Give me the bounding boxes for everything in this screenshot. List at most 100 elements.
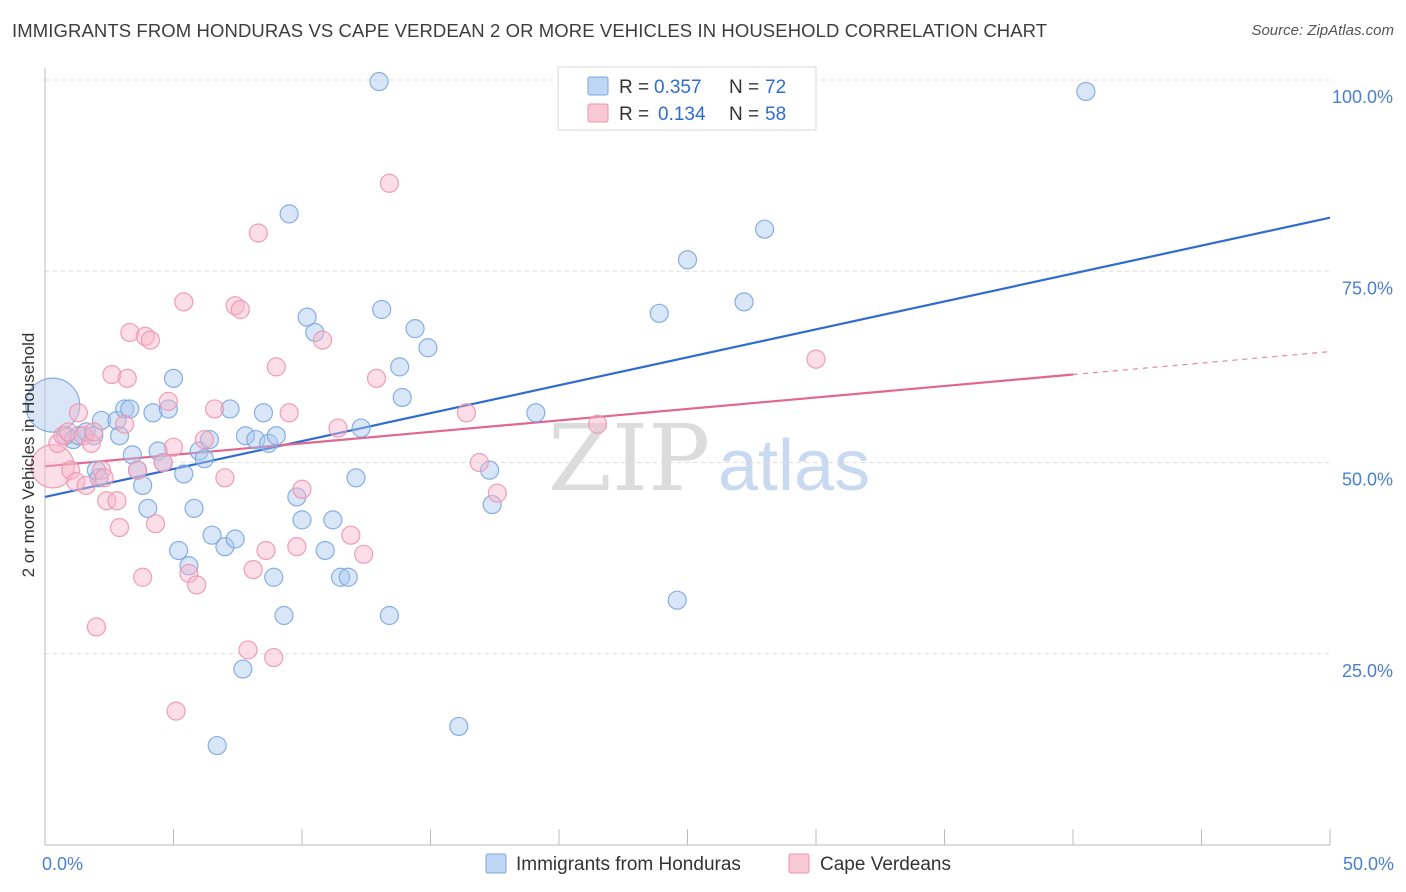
data-point: [754, 219, 775, 239]
data-point: [179, 563, 199, 584]
data-point: [279, 204, 299, 224]
legend-n-label: N =: [729, 77, 759, 98]
data-point: [158, 391, 178, 411]
y-axis-title: 2 or more Vehicles in Household: [19, 333, 38, 578]
data-point: [487, 483, 507, 503]
legend-swatch-blue: [587, 76, 609, 96]
legend-n-label: N =: [729, 104, 759, 125]
data-point: [366, 368, 387, 388]
data-point: [587, 414, 608, 434]
data-point: [220, 399, 240, 419]
data-point: [115, 399, 135, 419]
data-point: [73, 426, 94, 446]
data-point: [456, 403, 477, 423]
data-point: [1076, 81, 1096, 102]
data-point: [482, 494, 502, 515]
data-point: [649, 303, 669, 323]
data-point: [253, 403, 274, 423]
data-point: [145, 514, 166, 534]
trend-lines: [44, 216, 1331, 498]
data-point: [133, 567, 153, 587]
data-point: [238, 640, 258, 660]
chart-title: IMMIGRANTS FROM HONDURAS VS CAPE VERDEAN…: [12, 20, 1048, 41]
legend-r-label: R =: [619, 104, 649, 125]
data-point: [143, 403, 163, 423]
data-point: [120, 399, 140, 419]
y-tick-label: 50.0%: [1342, 470, 1393, 490]
data-point: [199, 429, 220, 450]
data-point: [163, 437, 184, 457]
data-point: [91, 410, 112, 431]
x-tick-label: 50.0%: [1343, 854, 1394, 874]
legend-r-label: R =: [619, 77, 649, 98]
data-point: [127, 460, 148, 480]
legend-n-value: 58: [765, 104, 786, 125]
data-point: [279, 403, 299, 423]
data-point: [292, 479, 312, 499]
data-point: [207, 735, 227, 756]
data-point: [312, 330, 333, 350]
data-point: [174, 292, 194, 312]
data-point: [163, 368, 184, 388]
y-tick-labels: 25.0% 50.0% 75.0% 100.0%: [1332, 87, 1393, 681]
data-point: [305, 322, 325, 343]
data-point: [81, 433, 101, 453]
data-point: [84, 422, 104, 442]
data-point: [418, 338, 438, 358]
data-point: [256, 540, 276, 561]
data-point: [341, 525, 361, 545]
data-point: [184, 498, 204, 518]
series-legend-label: Immigrants from Honduras: [516, 854, 741, 875]
data-point: [86, 460, 107, 480]
series-pink-points: [30, 173, 826, 721]
data-point: [53, 426, 73, 446]
data-point: [392, 387, 412, 408]
gridlines: [45, 79, 1330, 655]
data-point: [338, 567, 358, 587]
data-point: [107, 491, 127, 511]
data-point: [328, 418, 348, 438]
data-point: [194, 429, 214, 450]
data-point: [243, 559, 263, 580]
data-point: [346, 468, 366, 488]
data-point: [287, 537, 307, 557]
data-point: [806, 349, 826, 369]
data-point: [138, 498, 158, 518]
data-point: [480, 460, 500, 480]
data-point: [264, 647, 284, 668]
series-legend-swatch-blue: [485, 853, 507, 874]
data-point: [215, 537, 235, 557]
x-tick-label: 0.0%: [42, 854, 83, 874]
data-point: [117, 368, 137, 388]
data-point: [122, 445, 142, 465]
axes: [44, 68, 1331, 846]
data-point: [734, 292, 754, 312]
data-point: [246, 429, 266, 450]
watermark-atlas: atlas: [718, 426, 870, 506]
data-point: [30, 444, 75, 489]
data-point: [379, 605, 399, 626]
data-point: [526, 403, 546, 423]
data-point: [76, 475, 96, 496]
data-point: [264, 567, 284, 587]
data-point: [174, 464, 194, 484]
data-point: [405, 319, 425, 339]
data-point: [390, 357, 410, 377]
watermark: ZIP atlas: [548, 405, 870, 512]
data-point: [233, 659, 253, 679]
series-blue-points: [25, 71, 1096, 756]
data-point: [58, 422, 78, 442]
data-point: [369, 71, 389, 92]
data-point: [25, 377, 81, 433]
data-point: [102, 364, 122, 385]
y-tick-label: 75.0%: [1342, 278, 1393, 298]
data-point: [379, 173, 399, 193]
data-point: [97, 491, 117, 511]
data-point: [372, 299, 392, 320]
series-legend-label: Cape Verdeans: [820, 854, 951, 875]
legend-swatch-pink: [587, 103, 609, 123]
data-point: [354, 544, 374, 564]
chart-source: Source: ZipAtlas.com: [1251, 22, 1394, 39]
data-point: [66, 472, 86, 492]
